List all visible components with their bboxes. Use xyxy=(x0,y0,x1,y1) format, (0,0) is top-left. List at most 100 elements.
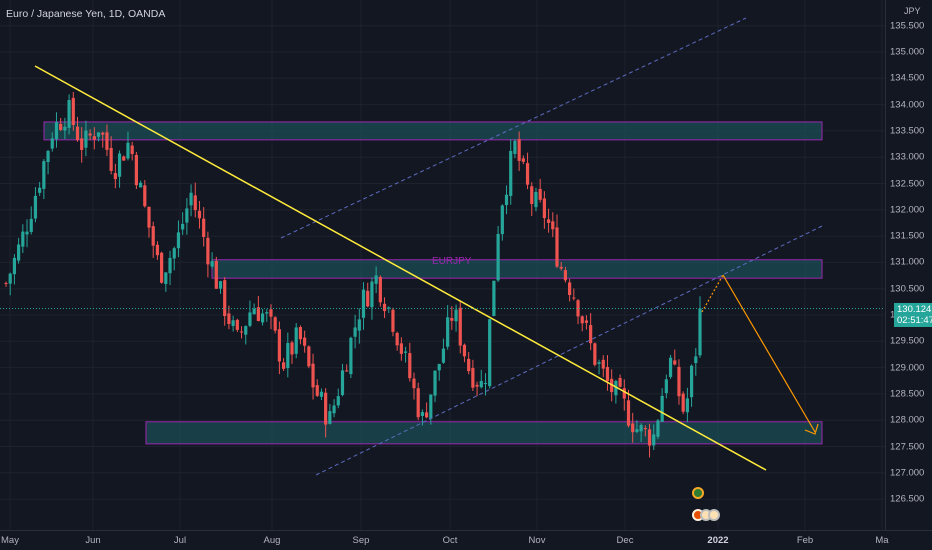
price-tick: 131.000 xyxy=(890,256,925,268)
candle-body xyxy=(202,218,206,237)
candle-body xyxy=(105,132,109,150)
candle-body xyxy=(109,148,113,171)
price-tick: 129.000 xyxy=(890,362,925,374)
candle-body xyxy=(244,326,248,335)
candle-body xyxy=(71,97,75,126)
candle-body xyxy=(193,195,197,211)
price-tick: 133.500 xyxy=(890,125,925,137)
candle-body xyxy=(559,266,563,269)
candle-body xyxy=(328,411,332,424)
candle-body xyxy=(593,343,597,365)
candle-body xyxy=(75,126,80,141)
price-chart[interactable] xyxy=(0,0,885,530)
candle-body xyxy=(429,394,433,419)
symbol-legend[interactable]: Euro / Japanese Yen, 1D, OANDA xyxy=(6,8,166,20)
price-tick: 132.000 xyxy=(890,204,925,216)
candle-body xyxy=(147,206,151,228)
price-tick: 133.000 xyxy=(890,151,925,163)
candle-body xyxy=(126,142,130,159)
chart-area[interactable] xyxy=(0,0,885,530)
candle-body xyxy=(572,297,576,299)
time-scale[interactable]: May Jun Jul Aug Sep Oct Nov Dec 2022 Feb Ma xyxy=(0,530,932,550)
support-resistance-zone[interactable] xyxy=(211,259,823,279)
candle-body xyxy=(492,280,496,316)
candle-body xyxy=(546,219,551,223)
candle-body xyxy=(286,343,290,369)
candle-body xyxy=(189,192,193,206)
symbol-label: EURJPY xyxy=(432,256,472,267)
candle-body xyxy=(441,348,446,363)
price-tick: 126.500 xyxy=(890,493,925,505)
candle-body xyxy=(29,218,33,232)
candle-body xyxy=(88,133,92,136)
candle-body xyxy=(420,412,424,417)
candle-body xyxy=(206,237,210,265)
candle-body xyxy=(361,289,366,318)
candle-body xyxy=(311,363,315,388)
candle-body xyxy=(349,337,353,375)
candle-body xyxy=(138,182,143,188)
candle-body xyxy=(33,195,38,219)
candle-body xyxy=(46,150,50,163)
bar-countdown: 02:51:47 xyxy=(897,315,932,326)
price-tick: 134.000 xyxy=(890,99,925,111)
candle-body xyxy=(631,423,635,433)
channel-line[interactable] xyxy=(315,225,823,476)
candle-body xyxy=(134,154,138,186)
trendline[interactable] xyxy=(34,65,767,471)
support-resistance-zone[interactable] xyxy=(43,121,823,141)
candle-body xyxy=(42,161,46,189)
candle-body xyxy=(521,158,525,162)
price-tick: 129.500 xyxy=(890,335,925,347)
price-tick: 135.500 xyxy=(890,20,925,32)
channel-line[interactable] xyxy=(280,17,747,239)
candle-body xyxy=(475,384,479,387)
candle-body xyxy=(622,388,626,399)
projection-arrow-icon xyxy=(804,423,819,435)
candle-body xyxy=(366,290,370,307)
candle-body xyxy=(509,150,513,196)
candle-body xyxy=(307,346,311,367)
candle-body xyxy=(54,122,59,140)
candle-body xyxy=(345,370,349,372)
time-tick: 2022 xyxy=(707,535,729,546)
candle-body xyxy=(282,362,286,369)
candle-body xyxy=(467,358,471,372)
candle-body xyxy=(538,188,542,200)
candle-body xyxy=(483,382,488,385)
candle-body xyxy=(660,395,664,422)
candle-body xyxy=(239,331,244,333)
candle-body xyxy=(101,132,105,135)
price-scale[interactable]: JPY 135.500 135.000 134.500 134.000 133.500 1… xyxy=(885,0,932,530)
candle-body xyxy=(694,356,698,364)
candle-body xyxy=(370,281,374,308)
projection-path[interactable] xyxy=(722,274,816,433)
candle-body xyxy=(677,366,681,397)
candle-body xyxy=(382,303,387,312)
candle-body xyxy=(685,398,689,413)
support-resistance-zone[interactable] xyxy=(145,421,823,445)
candle-body xyxy=(168,257,172,274)
candle-body xyxy=(260,313,265,323)
candle-body xyxy=(471,368,475,388)
projection-path[interactable] xyxy=(701,274,724,313)
candle-body xyxy=(218,281,223,289)
time-tick: Jul xyxy=(173,535,187,546)
time-tick: Feb xyxy=(796,535,814,546)
candle-body xyxy=(589,325,593,344)
candle-body xyxy=(647,429,652,446)
candle-body xyxy=(332,405,336,414)
candle-body xyxy=(605,367,610,382)
candle-body xyxy=(454,309,458,322)
candle-body xyxy=(210,261,214,267)
price-tick: 128.500 xyxy=(890,388,925,400)
candle-body xyxy=(403,351,408,353)
candle-body xyxy=(235,319,239,330)
candle-body xyxy=(151,226,155,246)
candle-body xyxy=(517,139,521,161)
candle-body xyxy=(374,275,378,284)
price-tick: 127.000 xyxy=(890,467,925,479)
candle-body xyxy=(50,138,54,149)
dividends-icon[interactable] xyxy=(692,487,704,499)
price-tick: 130.500 xyxy=(890,283,925,295)
